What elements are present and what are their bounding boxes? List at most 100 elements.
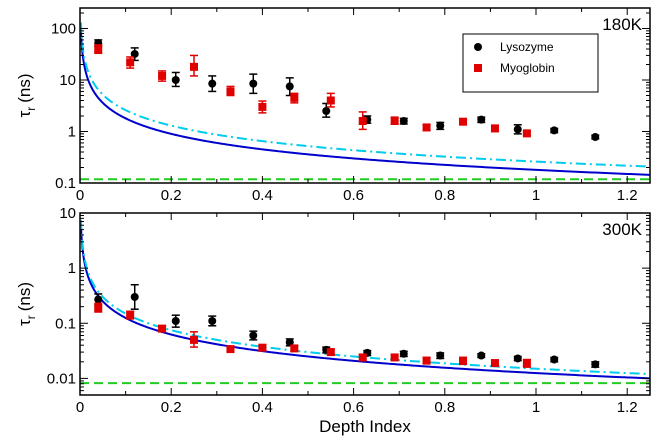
data-point [208,316,217,325]
data-point [550,126,559,135]
data-point [358,353,367,362]
y-tick-label: 0.1 [55,175,76,192]
data-point [94,44,103,53]
y-axis: 0.1 1 10 100 [51,12,650,192]
data-point [326,348,335,357]
data-point [130,49,139,58]
x-axis: 0 0.2 0.4 0.6 0.8 1 1.2 [76,8,638,204]
data-point [399,349,408,358]
data-point [158,71,167,80]
panel-180k: 0 0.2 0.4 0.6 0.8 1 1.20.1110100τr(ns)180KLyso… [15,7,651,204]
data-point [522,359,531,368]
y-tick-label: 0.1 [55,315,76,332]
data-point [422,123,431,132]
x-axis-label: Depth Index [319,417,411,436]
x-tick-label: 1.2 [617,399,638,416]
data-point [158,324,167,333]
x-tick-label: 0.4 [252,187,273,204]
data-point [436,121,445,130]
plot-frame [79,212,651,396]
y-tick-label: 1 [68,123,76,140]
x-tick-label: 0 [76,187,84,204]
x-tick-label: 1.2 [617,187,638,204]
data-point [390,353,399,362]
curve-solid [80,30,650,176]
data-point [422,356,431,365]
curve-dash-dot [80,22,650,168]
y-tick-label: 10 [59,205,76,222]
data-point [513,354,522,363]
data-point [522,129,531,138]
series-lysozyme [94,283,600,369]
x-tick-label: 0.8 [434,399,455,416]
data-point [290,344,299,353]
data-point [126,311,135,320]
data-point [258,102,267,111]
data-point [258,343,267,352]
y-axis-label: τr(ns) [15,282,38,326]
data-point [550,355,559,364]
data-point [490,359,499,368]
temperature-label: 180K [602,15,642,34]
series-myoglobin [94,44,531,138]
x-axis: 0 0.2 0.4 0.6 0.8 1 1.2 [76,213,638,416]
data-point [285,338,294,347]
series-myoglobin [94,302,531,368]
x-tick-label: 0.2 [161,187,182,204]
data-point [591,360,600,369]
data-point [322,107,331,116]
data-point [94,303,103,312]
x-tick-label: 1 [532,399,540,416]
legend-marker [474,64,482,72]
y-tick-label: 0.01 [47,370,76,387]
data-point [226,345,235,354]
y-tick-label: 1 [68,260,76,277]
x-tick-label: 0.2 [161,399,182,416]
data-point [226,87,235,96]
x-tick-label: 0.6 [343,399,364,416]
data-point [477,115,486,124]
temperature-label: 300K [602,220,642,239]
series-lysozyme [94,39,600,142]
data-point [459,356,468,365]
panel-300k: 0 0.2 0.4 0.6 0.8 1 1.2 0.01 0.1 1 10 τr(ns) 300K Dep… [15,205,651,436]
x-tick-label: 0.6 [343,187,364,204]
data-point [130,292,139,301]
data-point [126,58,135,67]
legend-label: Lysozyme [500,40,554,54]
data-point [249,331,258,340]
data-point [591,133,600,142]
data-point [190,335,198,344]
data-point [285,82,294,91]
legend-marker [474,43,482,51]
data-point [477,351,486,360]
data-point [490,124,499,133]
y-tick-label: 10 [59,72,76,89]
data-point [190,62,198,71]
model-curves [80,22,650,181]
x-tick-label: 1 [532,187,540,204]
data-point [94,295,103,304]
data-point [249,79,258,88]
data-point [171,75,180,84]
data-point [358,116,367,125]
x-tick-label: 0 [76,399,84,416]
data-point [513,125,522,134]
data-point [171,316,180,325]
x-tick-label: 0.4 [252,399,273,416]
data-point [436,351,445,360]
data-point [208,79,217,88]
data-point [326,96,335,105]
data-point [399,116,408,125]
y-axis: 0.01 0.1 1 10 [47,205,650,392]
legend: Lysozyme Myoglobin [462,33,599,93]
legend-label: Myoglobin [500,61,555,75]
curve-dash-dot [80,219,650,376]
y-tick-label: 100 [51,20,76,37]
data-point [290,93,299,102]
data-point [390,116,399,125]
x-tick-label: 0.8 [434,187,455,204]
legend-box [462,33,599,93]
y-axis-label: τr(ns) [15,74,38,118]
